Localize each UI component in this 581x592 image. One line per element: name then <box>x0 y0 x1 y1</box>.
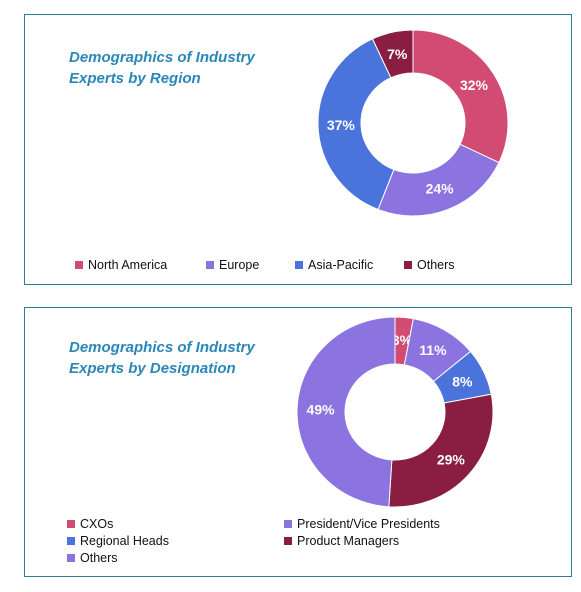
slice-label-asia-pacific: 37% <box>327 117 356 133</box>
legend-item-regional-heads: Regional Heads <box>67 534 169 548</box>
slice-others <box>371 29 414 79</box>
legend-item-product-managers: Product Managers <box>284 534 399 548</box>
designation-chart-title-line-1: Demographics of Industry <box>69 339 255 356</box>
legend-item-asia-pacific: Asia-Pacific <box>295 258 373 272</box>
region-chart-title: Demographics of Industry Experts by Regi… <box>69 47 255 89</box>
slice-product-managers <box>388 393 494 508</box>
legend-swatch-president-vice-presidents <box>284 520 292 528</box>
legend-label-cxos: CXOs <box>80 517 114 531</box>
legend-swatch-cxos <box>67 520 75 528</box>
region-legend: North America Europe Asia-Pacific Others <box>75 258 555 276</box>
legend-item-president-vice-presidents: President/Vice Presidents <box>284 517 440 531</box>
legend-label-product-managers: Product Managers <box>297 534 400 548</box>
legend-label-others: Others <box>417 258 455 272</box>
region-chart-title-line-1: Demographics of Industry <box>69 49 255 66</box>
legend-swatch-asia-pacific <box>295 261 303 269</box>
legend-item-north-america: North America <box>75 258 167 272</box>
legend-label-asia-pacific: Asia-Pacific <box>308 258 374 272</box>
legend-swatch-regional-heads <box>67 537 75 545</box>
region-donut-chart: 32% 24% 37% 7% <box>317 29 509 217</box>
slice-label-others: 7% <box>387 46 408 62</box>
designation-chart-panel: Demographics of Industry Experts by Desi… <box>24 307 572 577</box>
slice-label-north-america: 32% <box>460 77 489 93</box>
slice-others <box>296 316 396 508</box>
designation-legend: CXOs President/Vice Presidents Regional He… <box>67 517 527 569</box>
slice-north-america <box>412 29 509 164</box>
designation-chart-title: Demographics of Industry Experts by Desi… <box>69 337 255 379</box>
slice-label-europe: 24% <box>426 181 455 197</box>
legend-item-cxos: CXOs <box>67 517 113 531</box>
legend-item-others: Others <box>404 258 455 272</box>
slice-label-product-managers: 29% <box>437 452 466 468</box>
legend-label-president-vice-presidents: President/Vice Presidents <box>297 517 440 531</box>
legend-item-europe: Europe <box>206 258 259 272</box>
slice-label-president-vice-presidents: 11% <box>419 342 447 358</box>
legend-label-regional-heads: Regional Heads <box>80 534 169 548</box>
region-chart-panel: Demographics of Industry Experts by Regi… <box>24 14 572 285</box>
slice-label-others: 49% <box>307 402 336 418</box>
legend-swatch-product-managers <box>284 537 292 545</box>
designation-chart-title-line-2: Experts by Designation <box>69 360 236 377</box>
legend-swatch-others <box>404 261 412 269</box>
slice-label-cxos: 3% <box>392 332 413 348</box>
designation-donut-chart: 3% 11% 8% 29% 49% <box>296 316 494 508</box>
legend-swatch-north-america <box>75 261 83 269</box>
legend-label-others: Others <box>80 551 118 565</box>
slice-label-regional-heads: 8% <box>452 373 473 389</box>
legend-label-north-america: North America <box>88 258 168 272</box>
legend-item-others: Others <box>67 551 118 565</box>
region-chart-title-line-2: Experts by Region <box>69 70 201 87</box>
legend-swatch-others <box>67 554 75 562</box>
slice-asia-pacific <box>317 38 395 211</box>
legend-swatch-europe <box>206 261 214 269</box>
legend-label-europe: Europe <box>219 258 260 272</box>
